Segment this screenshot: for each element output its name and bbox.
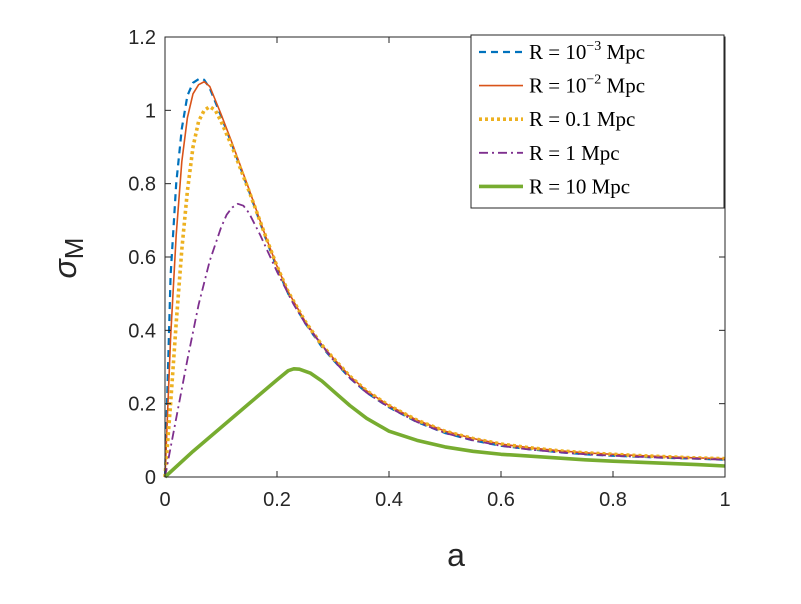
y-axis-label-subscript: M xyxy=(59,238,89,260)
y-tick-label-4: 0.8 xyxy=(128,174,156,196)
y-tick-label-6: 1.2 xyxy=(128,27,156,49)
legend-entry-0: R = 10−3 Mpc xyxy=(529,39,645,64)
legend: R = 10−3 Mpc R = 10−2 Mpc R = 0.1 Mpc R = 1… xyxy=(470,34,725,209)
y-tick-label-2: 0.4 xyxy=(128,320,156,342)
y-axis-label-symbol: σ xyxy=(47,257,83,278)
legend-entry-4: R = 10 Mpc xyxy=(529,174,630,198)
x-tick-label-5: 1 xyxy=(719,489,730,511)
legend-box xyxy=(470,34,725,209)
series-line-3 xyxy=(164,202,726,478)
y-axis-label: σM xyxy=(47,238,89,279)
labels-layer: a σM xyxy=(47,238,465,573)
x-tick-label-2: 0.4 xyxy=(375,489,403,511)
y-tick-label-0: 0 xyxy=(145,467,156,489)
series-layer xyxy=(163,77,726,479)
x-tick-label-4: 0.8 xyxy=(599,489,627,511)
legend-entry-3: R = 1 Mpc xyxy=(529,141,620,165)
legend-entry-2: R = 0.1 Mpc xyxy=(529,107,635,131)
series-line-1 xyxy=(164,80,726,478)
series-line-2 xyxy=(163,104,726,478)
series-line-4 xyxy=(163,367,726,479)
y-tick-label-5: 1 xyxy=(145,100,156,122)
legend-entry-1: R = 10−2 Mpc xyxy=(529,73,645,98)
svg-text:σM: σM xyxy=(47,238,89,279)
x-tick-label-3: 0.6 xyxy=(487,489,515,511)
x-axis-label: a xyxy=(447,537,465,573)
x-tick-label-0: 0 xyxy=(159,489,170,511)
axes-layer: 0 0.2 0.4 0.6 0.8 1 0 0.2 0.4 0.6 0.8 1 1.2 xyxy=(128,27,730,511)
y-tick-label-3: 0.6 xyxy=(128,247,156,269)
x-tick-label-1: 0.2 xyxy=(263,489,291,511)
y-tick-label-1: 0.2 xyxy=(128,394,156,416)
